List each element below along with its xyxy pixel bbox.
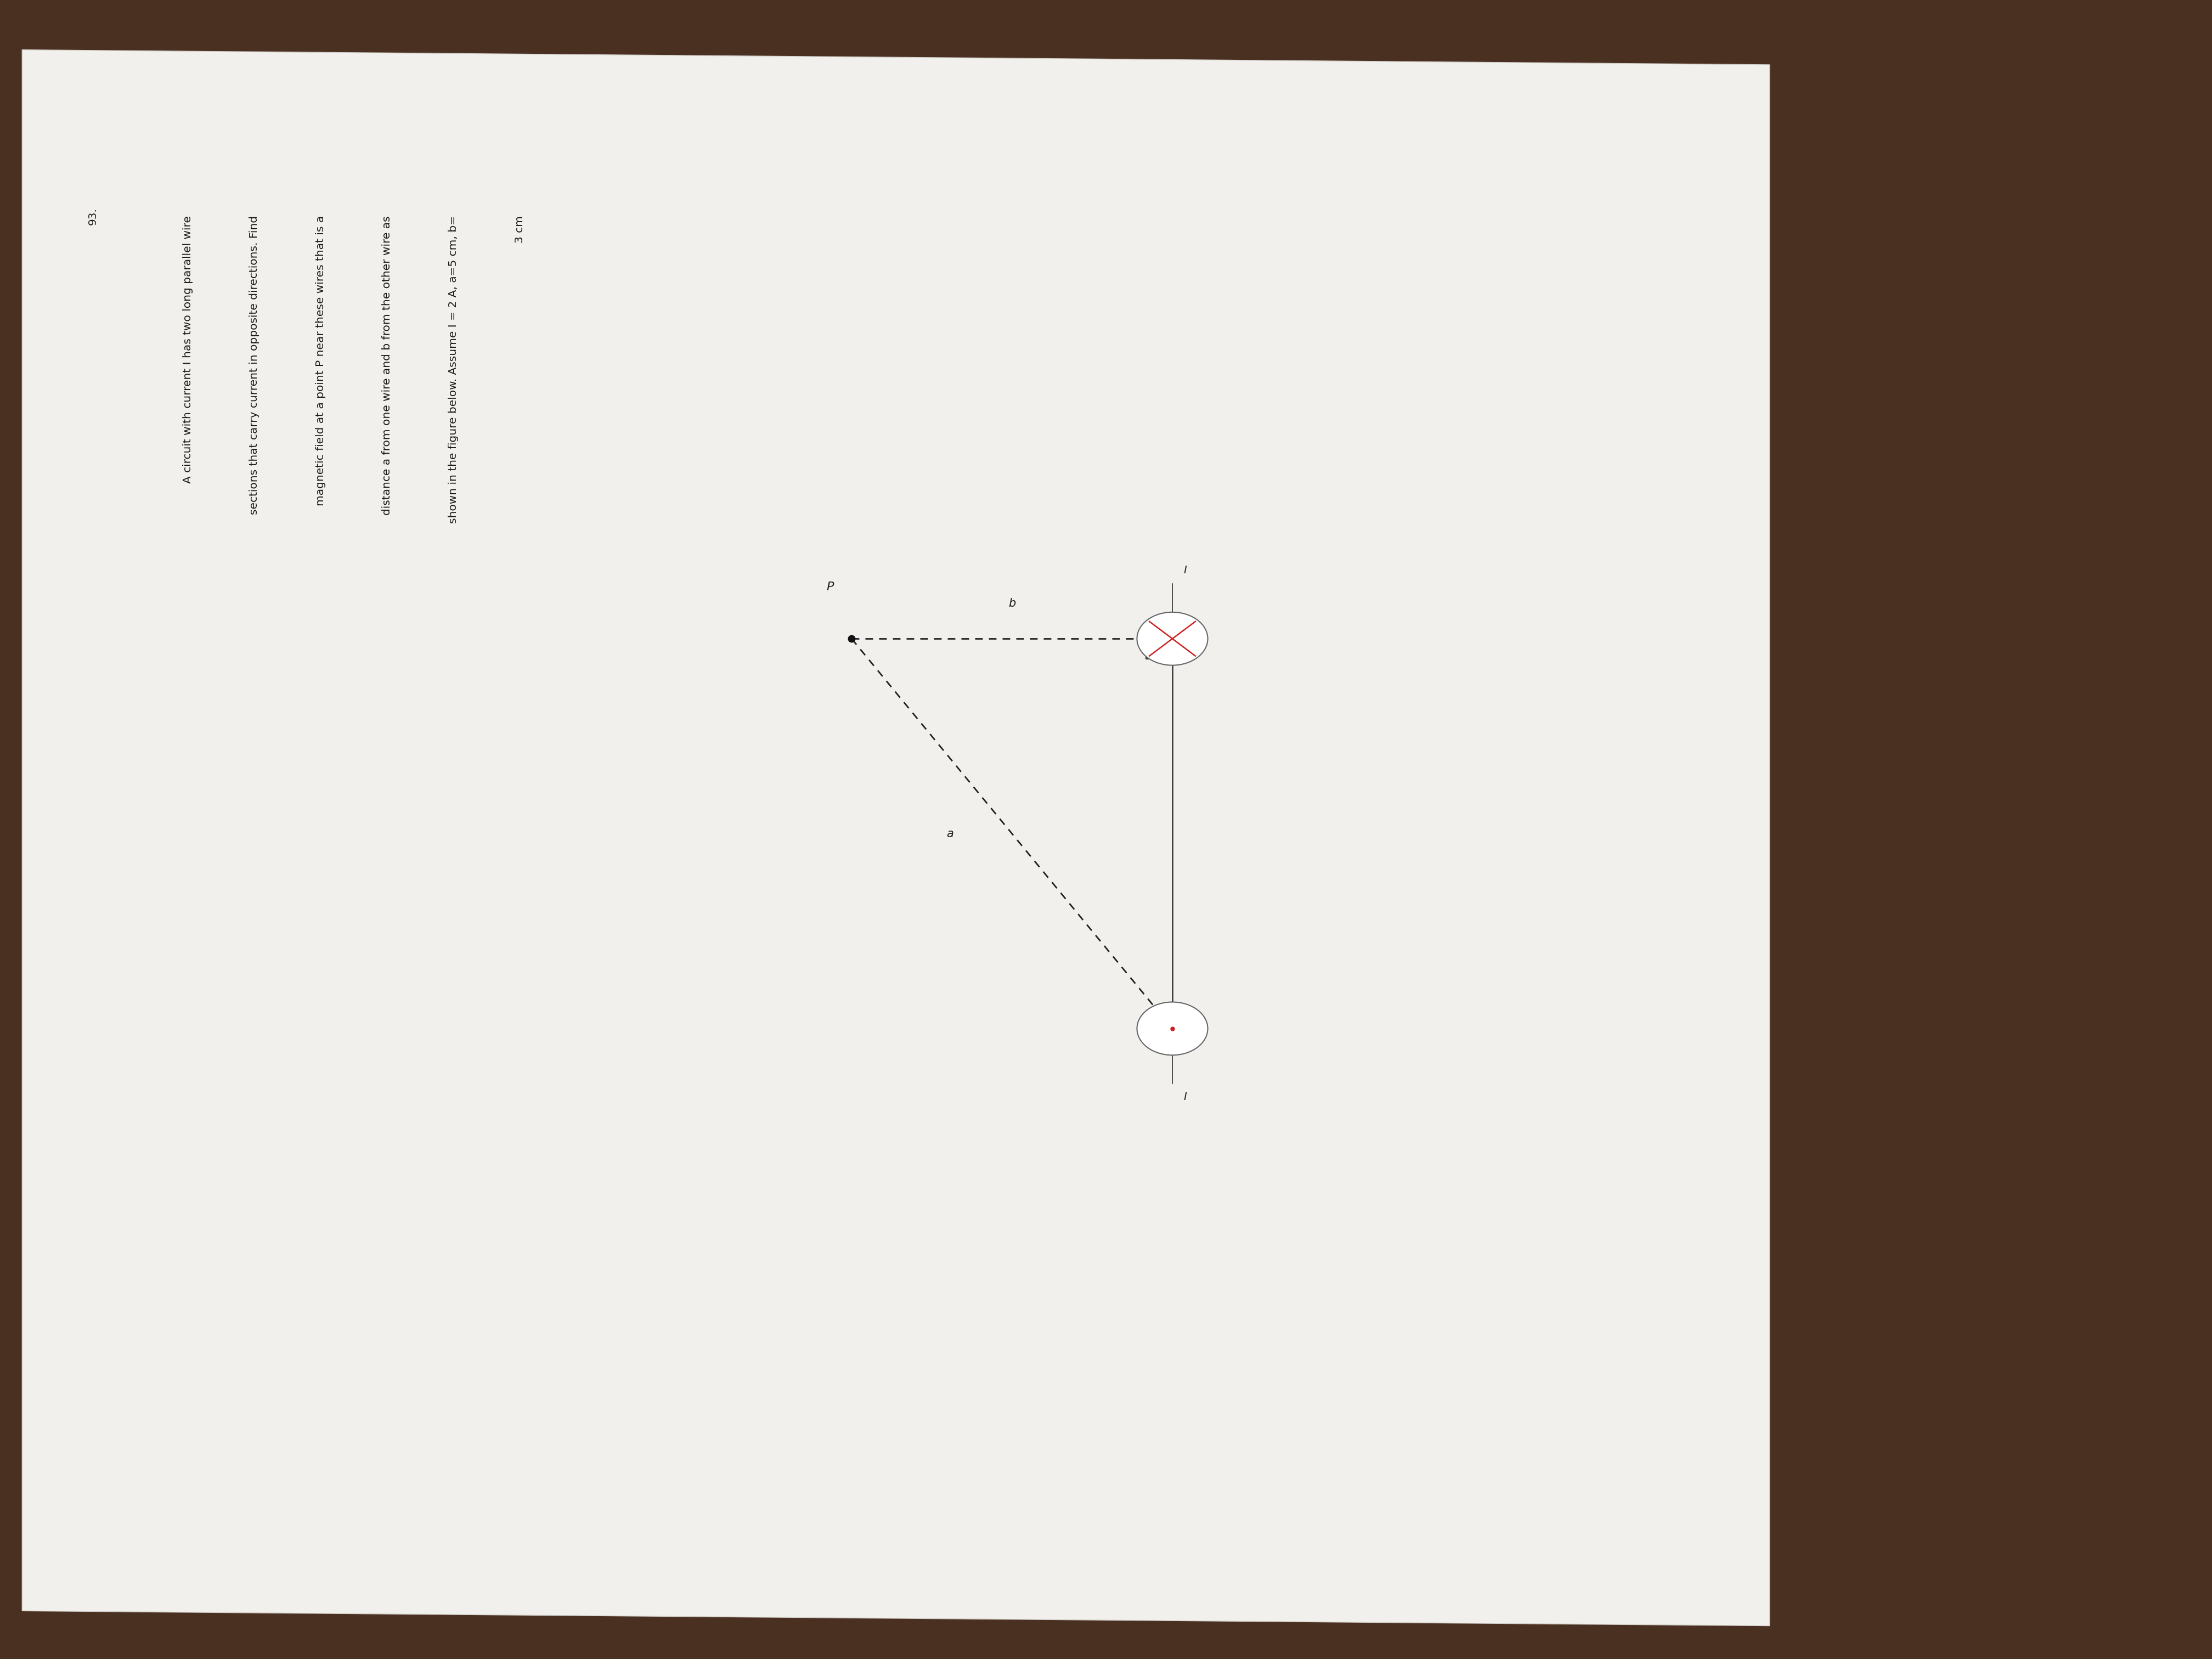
Text: I: I bbox=[1183, 1092, 1186, 1102]
Text: shown in the figure below. Assume I = 2 A, a=5 cm, b=: shown in the figure below. Assume I = 2 … bbox=[449, 216, 458, 524]
Text: P: P bbox=[827, 581, 834, 592]
Text: I: I bbox=[1183, 566, 1186, 576]
Text: a: a bbox=[947, 828, 953, 839]
Text: magnetic field at a point P near these wires that is a: magnetic field at a point P near these w… bbox=[316, 216, 325, 506]
Bar bbox=[0, 0, 2212, 299]
Circle shape bbox=[1137, 612, 1208, 665]
Text: 93.: 93. bbox=[88, 207, 97, 226]
Bar bbox=[1725, 0, 2212, 1659]
Text: sections that carry current in opposite directions. Find: sections that carry current in opposite … bbox=[250, 216, 259, 514]
Polygon shape bbox=[22, 50, 1770, 1626]
Text: A circuit with current I has two long parallel wire: A circuit with current I has two long pa… bbox=[184, 216, 192, 483]
Text: b: b bbox=[1009, 597, 1015, 609]
Circle shape bbox=[1137, 1002, 1208, 1055]
Text: distance a from one wire and b from the other wire as: distance a from one wire and b from the … bbox=[383, 216, 392, 514]
Text: 3 cm: 3 cm bbox=[515, 216, 524, 242]
